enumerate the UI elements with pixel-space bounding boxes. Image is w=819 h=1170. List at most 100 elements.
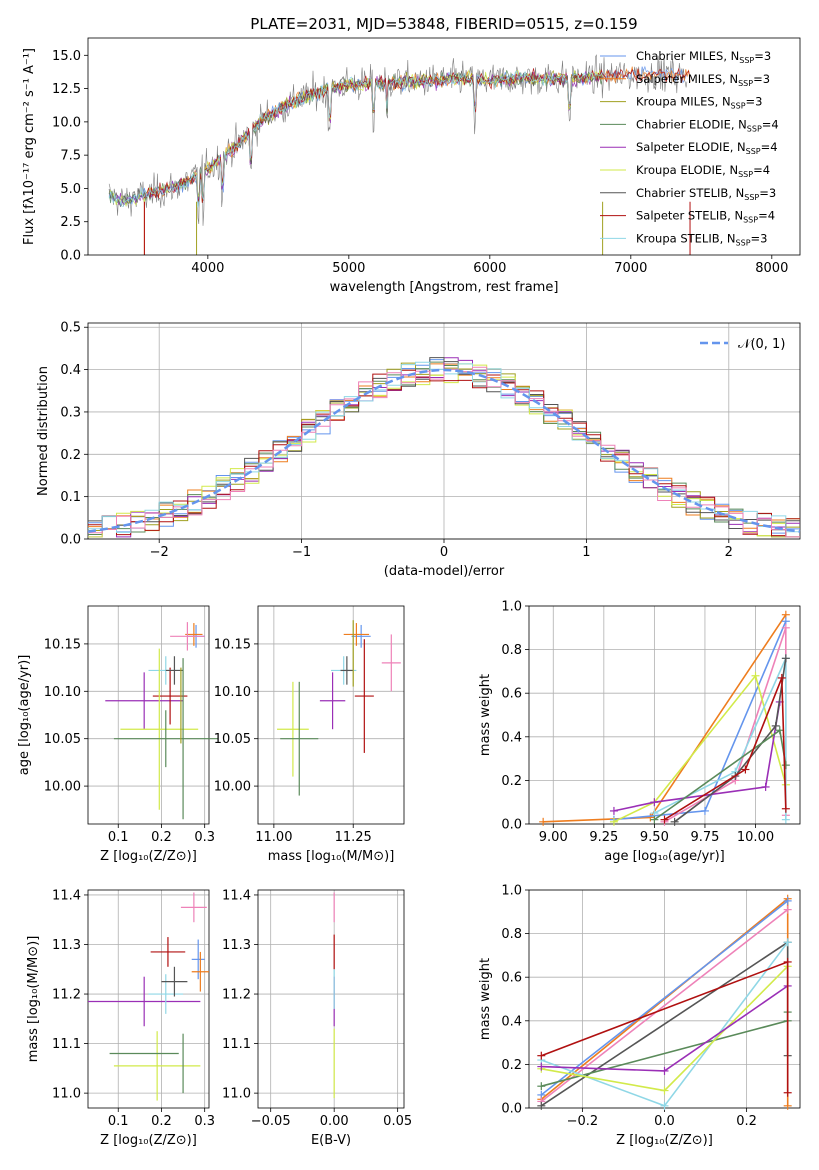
- y-axis-label: age [log₁₀(age/yr)]: [17, 655, 32, 776]
- legend-entry: Chabrier STELIB, NSSP=3: [636, 186, 776, 202]
- y-tick-label: 1.0: [501, 600, 522, 615]
- legend-entry: Kroupa STELIB, NSSP=3: [636, 231, 767, 247]
- x-tick-label: 11.25: [335, 830, 372, 845]
- mass-weight-line: [654, 657, 787, 820]
- legend-entry: Salpeter STELIB, NSSP=4: [636, 209, 775, 225]
- x-tick-label: 7000: [614, 261, 647, 276]
- mass-weight-line: [664, 677, 787, 821]
- y-tick-label: 11.3: [52, 938, 81, 953]
- x-tick-label: 6000: [473, 261, 506, 276]
- x-tick-label: 11.00: [255, 830, 292, 845]
- y-tick-label: 1.0: [501, 884, 522, 899]
- y-tick-label: 10.05: [44, 732, 81, 747]
- x-tick-label: 0.3: [194, 1114, 215, 1129]
- x-tick-label: 4000: [191, 261, 224, 276]
- y-tick-label: 7.5: [60, 149, 81, 164]
- y-tick-label: 11.1: [52, 1037, 81, 1052]
- legend-suffix: =4: [758, 209, 775, 223]
- y-tick-label: 0.5: [60, 321, 81, 336]
- x-tick-label: 9.75: [690, 830, 719, 845]
- legend-name: Salpeter STELIB, N: [636, 209, 743, 223]
- age-vs-metallicity-panel: 0.1 0.2 0.3 10.00 10.05 10.10 10.15 Z [log₁₀(Z/…: [17, 605, 218, 864]
- x-axis-label: E(B-V): [311, 1133, 351, 1148]
- x-tick-label: 0.2: [736, 1114, 757, 1129]
- legend-subscript: SSP: [743, 216, 758, 225]
- legend-suffix: =3: [753, 72, 770, 86]
- y-tick-label: 0.2: [501, 774, 522, 789]
- y-tick-label: 10.10: [214, 685, 251, 700]
- legend-suffix: =3: [759, 186, 776, 200]
- y-axis-label: Flux [fλ10⁻¹⁷ erg cm⁻² s⁻¹ A⁻¹]: [22, 48, 37, 245]
- legend-subscript: SSP: [731, 102, 746, 111]
- x-tick-label: −1: [292, 545, 311, 560]
- model-spectrum-line: [144, 67, 691, 203]
- y-tick-label: 10.15: [214, 637, 251, 652]
- legend-name: Salpeter MILES, N: [636, 72, 738, 86]
- legend-suffix: =3: [751, 231, 768, 245]
- legend-subscript: SSP: [736, 238, 751, 247]
- y-tick-label: 10.05: [214, 732, 251, 747]
- x-tick-label: 0.0: [654, 1114, 675, 1129]
- legend-name: Chabrier MILES, N: [636, 49, 739, 63]
- y-tick-label: 11.0: [52, 1087, 81, 1102]
- legend-entry: Kroupa ELODIE, NSSP=4: [636, 163, 770, 179]
- y-axis-label: mass weight: [478, 958, 493, 1040]
- x-tick-label: 5000: [332, 261, 365, 276]
- x-axis-label: (data-model)/error: [384, 564, 505, 579]
- x-axis-label: mass [log₁₀(M/M⊙)]: [268, 849, 395, 864]
- legend-name: Salpeter ELODIE, N: [636, 140, 746, 154]
- legend-subscript: SSP: [747, 124, 762, 133]
- x-tick-label: 2: [725, 545, 733, 560]
- x-tick-label: 9.50: [640, 830, 669, 845]
- x-axis-label: Z [log₁₀(Z/Z⊙)]: [100, 849, 197, 864]
- age-vs-mass-panel: 11.00 11.25 10.00 10.05 10.10 10.15 mass [log₁…: [214, 605, 405, 864]
- histogram-step-line: [88, 357, 800, 531]
- histogram-step-line: [88, 369, 800, 537]
- y-axis-label: Normed distribution: [36, 366, 51, 496]
- chart-title: PLATE=2031, MJD=53848, FIBERID=0515, z=0…: [250, 15, 637, 33]
- residual-histogram-panel: −2 −1 0 1 2 0.0 0.1 0.2 0.3 0.4 0.5 (data-model)/er…: [36, 321, 801, 579]
- x-tick-label: −0.2: [567, 1114, 599, 1129]
- legend-entry: Chabrier MILES, NSSP=3: [636, 49, 771, 65]
- y-tick-label: 11.1: [222, 1037, 251, 1052]
- y-tick-label: 0.3: [60, 405, 81, 420]
- legend-subscript: SSP: [746, 147, 761, 156]
- x-tick-label: 1: [582, 545, 590, 560]
- x-tick-label: 0.2: [151, 1114, 172, 1129]
- x-tick-label: 0.3: [194, 830, 215, 845]
- legend-subscript: SSP: [738, 79, 753, 88]
- legend-suffix: =4: [761, 140, 778, 154]
- legend-entry: Salpeter MILES, NSSP=3: [636, 72, 770, 88]
- x-tick-label: 9.25: [589, 830, 618, 845]
- x-tick-label: 0.05: [383, 1114, 412, 1129]
- y-tick-label: 10.00: [44, 780, 81, 795]
- x-axis-label: Z [log₁₀(Z/Z⊙)]: [616, 1133, 713, 1148]
- y-axis-label: mass weight: [478, 674, 493, 756]
- y-tick-label: 11.2: [52, 988, 81, 1003]
- mass-weight-vs-metallicity-panel: −0.2 0.0 0.2 0.0 0.2 0.4 0.6 0.8 1.0 Z [log₁₀(Z/Z…: [478, 884, 801, 1148]
- x-tick-label: 0.1: [108, 830, 129, 845]
- y-tick-label: 0.2: [501, 1058, 522, 1073]
- mass-weight-line: [540, 908, 789, 1103]
- y-tick-label: 11.2: [222, 988, 251, 1003]
- y-tick-label: 0.1: [60, 490, 81, 505]
- legend-suffix: =3: [754, 49, 771, 63]
- y-tick-label: 0.4: [501, 1014, 522, 1029]
- legend-entry: Chabrier ELODIE, NSSP=4: [636, 117, 779, 133]
- y-tick-label: 0.0: [501, 818, 522, 833]
- y-tick-label: 0.0: [60, 249, 81, 264]
- x-tick-label: 8000: [755, 261, 788, 276]
- x-tick-label: −0.05: [251, 1114, 291, 1129]
- y-tick-label: 0.0: [60, 533, 81, 548]
- x-axis-label: age [log₁₀(age/yr)]: [604, 849, 725, 864]
- y-tick-label: 11.0: [222, 1087, 251, 1102]
- x-tick-label: 0: [440, 545, 448, 560]
- mass-weight-line: [540, 900, 789, 1096]
- legend-entry: Salpeter ELODIE, NSSP=4: [636, 140, 778, 156]
- y-tick-label: 2.5: [60, 215, 81, 230]
- legend-suffix: =4: [762, 117, 779, 131]
- y-tick-label: 0.4: [60, 363, 81, 378]
- x-tick-label: 0.00: [320, 1114, 349, 1129]
- y-tick-label: 5.0: [60, 182, 81, 197]
